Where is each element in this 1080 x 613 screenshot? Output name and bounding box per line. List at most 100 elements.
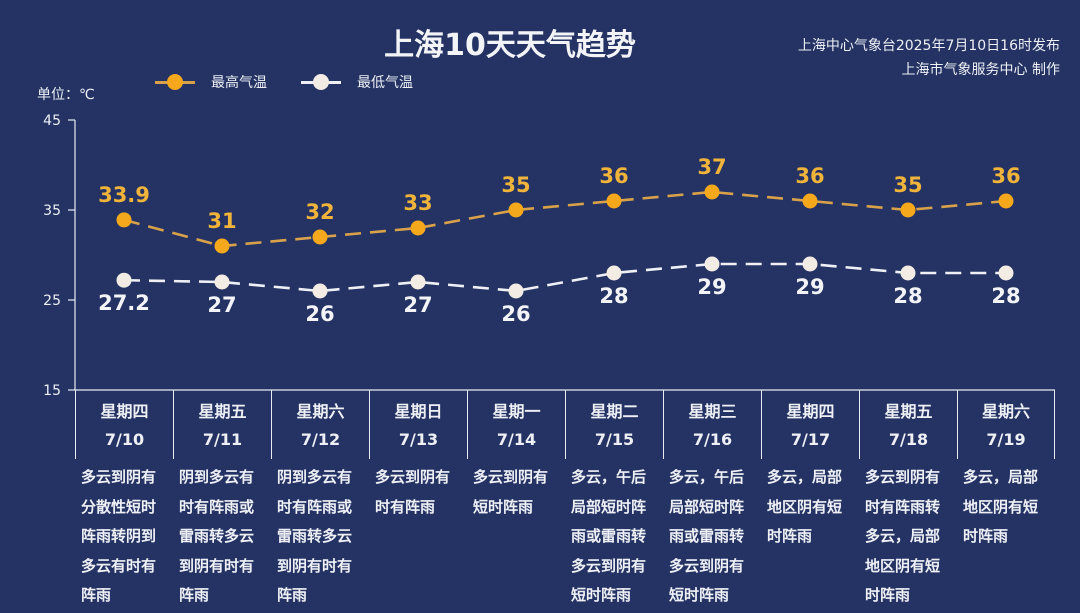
low-temp-point [214,274,230,290]
high-temp-label: 35 [893,173,922,197]
chart-title: 上海10天天气趋势 [384,28,636,63]
weekday-label: 星期日 [394,402,443,421]
date-label: 7/10 [104,430,145,449]
day-column: 星期三 7/16 多云，午后局部短时阵雨或雷雨转多云到阴有短时阵雨 [663,390,761,611]
high-temp-point [704,184,720,200]
high-temp-label: 36 [599,164,628,188]
weekday-label: 星期四 [100,402,149,421]
weather-description: 阴到多云有时有阵雨或雷雨转多云到阴有时有阵雨 [277,468,353,604]
high-temp-point [900,202,916,218]
weekday-label: 星期三 [688,402,737,421]
weather-description: 多云到阴有分散性短时阵雨转阴到多云有时有阵雨 [81,468,157,604]
low-temp-label: 29 [795,275,824,299]
legend-label-low: 最低气温 [357,75,413,91]
date-label: 7/19 [986,430,1026,449]
day-header: 星期三 7/16 [663,390,761,459]
low-temp-point [312,283,328,299]
weekday-label: 星期一 [492,402,541,421]
day-column: 星期一 7/14 多云到阴有短时阵雨 [467,390,565,611]
high-temp-point [410,220,426,236]
day-header: 星期四 7/17 [761,390,859,459]
low-line-marker-icon [301,73,341,91]
day-header: 星期六 7/12 [271,390,369,459]
chart-lines [123,190,1007,293]
day-column: 星期六 7/19 多云，局部地区阴有短时阵雨 [957,390,1055,611]
date-label: 7/14 [496,430,537,449]
date-label: 7/16 [692,430,733,449]
y-tick-label: 35 [43,203,61,219]
high-temp-point [116,212,132,228]
weekday-label: 星期六 [296,402,345,421]
low-temp-point [410,274,426,290]
legend-item-low: 最低气温 [301,72,413,92]
y-tick-label: 45 [43,113,61,129]
high-temp-point [606,193,622,209]
day-header: 星期四 7/10 [75,390,173,459]
high-temp-point [802,193,818,209]
low-temp-label: 28 [599,284,628,308]
high-line-marker-icon [155,73,195,91]
high-temp-line [123,190,1007,248]
high-temp-point [998,193,1014,209]
date-label: 7/13 [398,430,439,449]
y-tick-label: 25 [43,293,61,309]
weather-description: 多云到阴有时有阵雨转多云，局部地区阴有短时阵雨 [865,468,941,604]
low-temp-label: 27 [207,293,236,317]
low-temp-point [116,272,132,288]
high-temp-label: 31 [207,209,236,233]
low-temp-label: 27 [403,293,432,317]
low-temp-label: 28 [893,284,922,308]
high-temp-label: 35 [501,173,530,197]
high-temp-point [312,229,328,245]
source-info: 上海中心气象台2025年7月10日16时发布 上海市气象服务中心 制作 [798,34,1060,82]
weather-description: 阴到多云有时有阵雨或雷雨转多云到阴有时有阵雨 [179,468,255,604]
chart-labels: 33.9 31 32 33 35 36 37 36 35 36 27.2 27 26 27 26 28 29 29… [98,155,1021,326]
day-header: 星期六 7/19 [957,390,1055,459]
weekday-label: 星期五 [884,402,933,421]
day-header: 星期一 7/14 [467,390,565,459]
forecast-table: 星期四 7/10 多云到阴有分散性短时阵雨转阴到多云有时有阵雨 星期五 7/11 阴到多云… [75,390,1055,611]
high-temp-label: 33 [403,191,432,215]
weather-description: 多云，局部地区阴有短时阵雨 [963,468,1039,545]
weekday-label: 星期五 [198,402,247,421]
date-label: 7/12 [300,430,341,449]
low-temp-label: 26 [501,302,530,326]
date-label: 7/18 [888,430,929,449]
low-temp-line [123,262,1006,293]
weekday-label: 星期六 [981,402,1030,421]
high-temp-label: 36 [795,164,824,188]
low-temp-point [802,256,818,272]
high-temp-label: 32 [305,200,334,224]
low-temp-label: 29 [697,275,726,299]
chart-legend: 最高气温 最低气温 [155,72,447,92]
day-column: 星期四 7/17 多云，局部地区阴有短时阵雨 [761,390,859,611]
weather-description: 多云，午后局部短时阵雨或雷雨转多云到阴有短时阵雨 [571,468,647,604]
weather-description: 多云到阴有时有阵雨 [375,468,451,516]
day-header: 星期二 7/15 [565,390,663,459]
date-label: 7/15 [594,430,635,449]
weekday-label: 星期四 [786,402,835,421]
day-column: 星期五 7/11 阴到多云有时有阵雨或雷雨转多云到阴有时有阵雨 [173,390,271,611]
legend-label-high: 最高气温 [211,75,267,91]
day-column: 星期日 7/13 多云到阴有时有阵雨 [369,390,467,611]
chart-points [116,184,1014,299]
day-header: 星期日 7/13 [369,390,467,459]
low-temp-point [508,283,524,299]
y-tick-label: 15 [43,383,61,399]
date-label: 7/17 [790,430,831,449]
date-label: 7/11 [202,430,243,449]
low-temp-point [704,256,720,272]
low-temp-point [900,265,916,281]
low-temp-label: 26 [305,302,334,326]
day-column: 星期四 7/10 多云到阴有分散性短时阵雨转阴到多云有时有阵雨 [75,390,173,611]
low-temp-label: 27.2 [98,291,150,315]
day-column: 星期六 7/12 阴到多云有时有阵雨或雷雨转多云到阴有时有阵雨 [271,390,369,611]
low-temp-point [998,265,1014,281]
high-temp-label: 36 [991,164,1020,188]
weather-description: 多云，午后局部短时阵雨或雷雨转多云到阴有短时阵雨 [669,468,745,604]
high-temp-label: 33.9 [98,183,150,207]
day-header: 星期五 7/11 [173,390,271,459]
producer-info: 上海市气象服务中心 制作 [901,62,1060,78]
high-temp-point [214,238,230,254]
low-temp-label: 28 [991,284,1020,308]
